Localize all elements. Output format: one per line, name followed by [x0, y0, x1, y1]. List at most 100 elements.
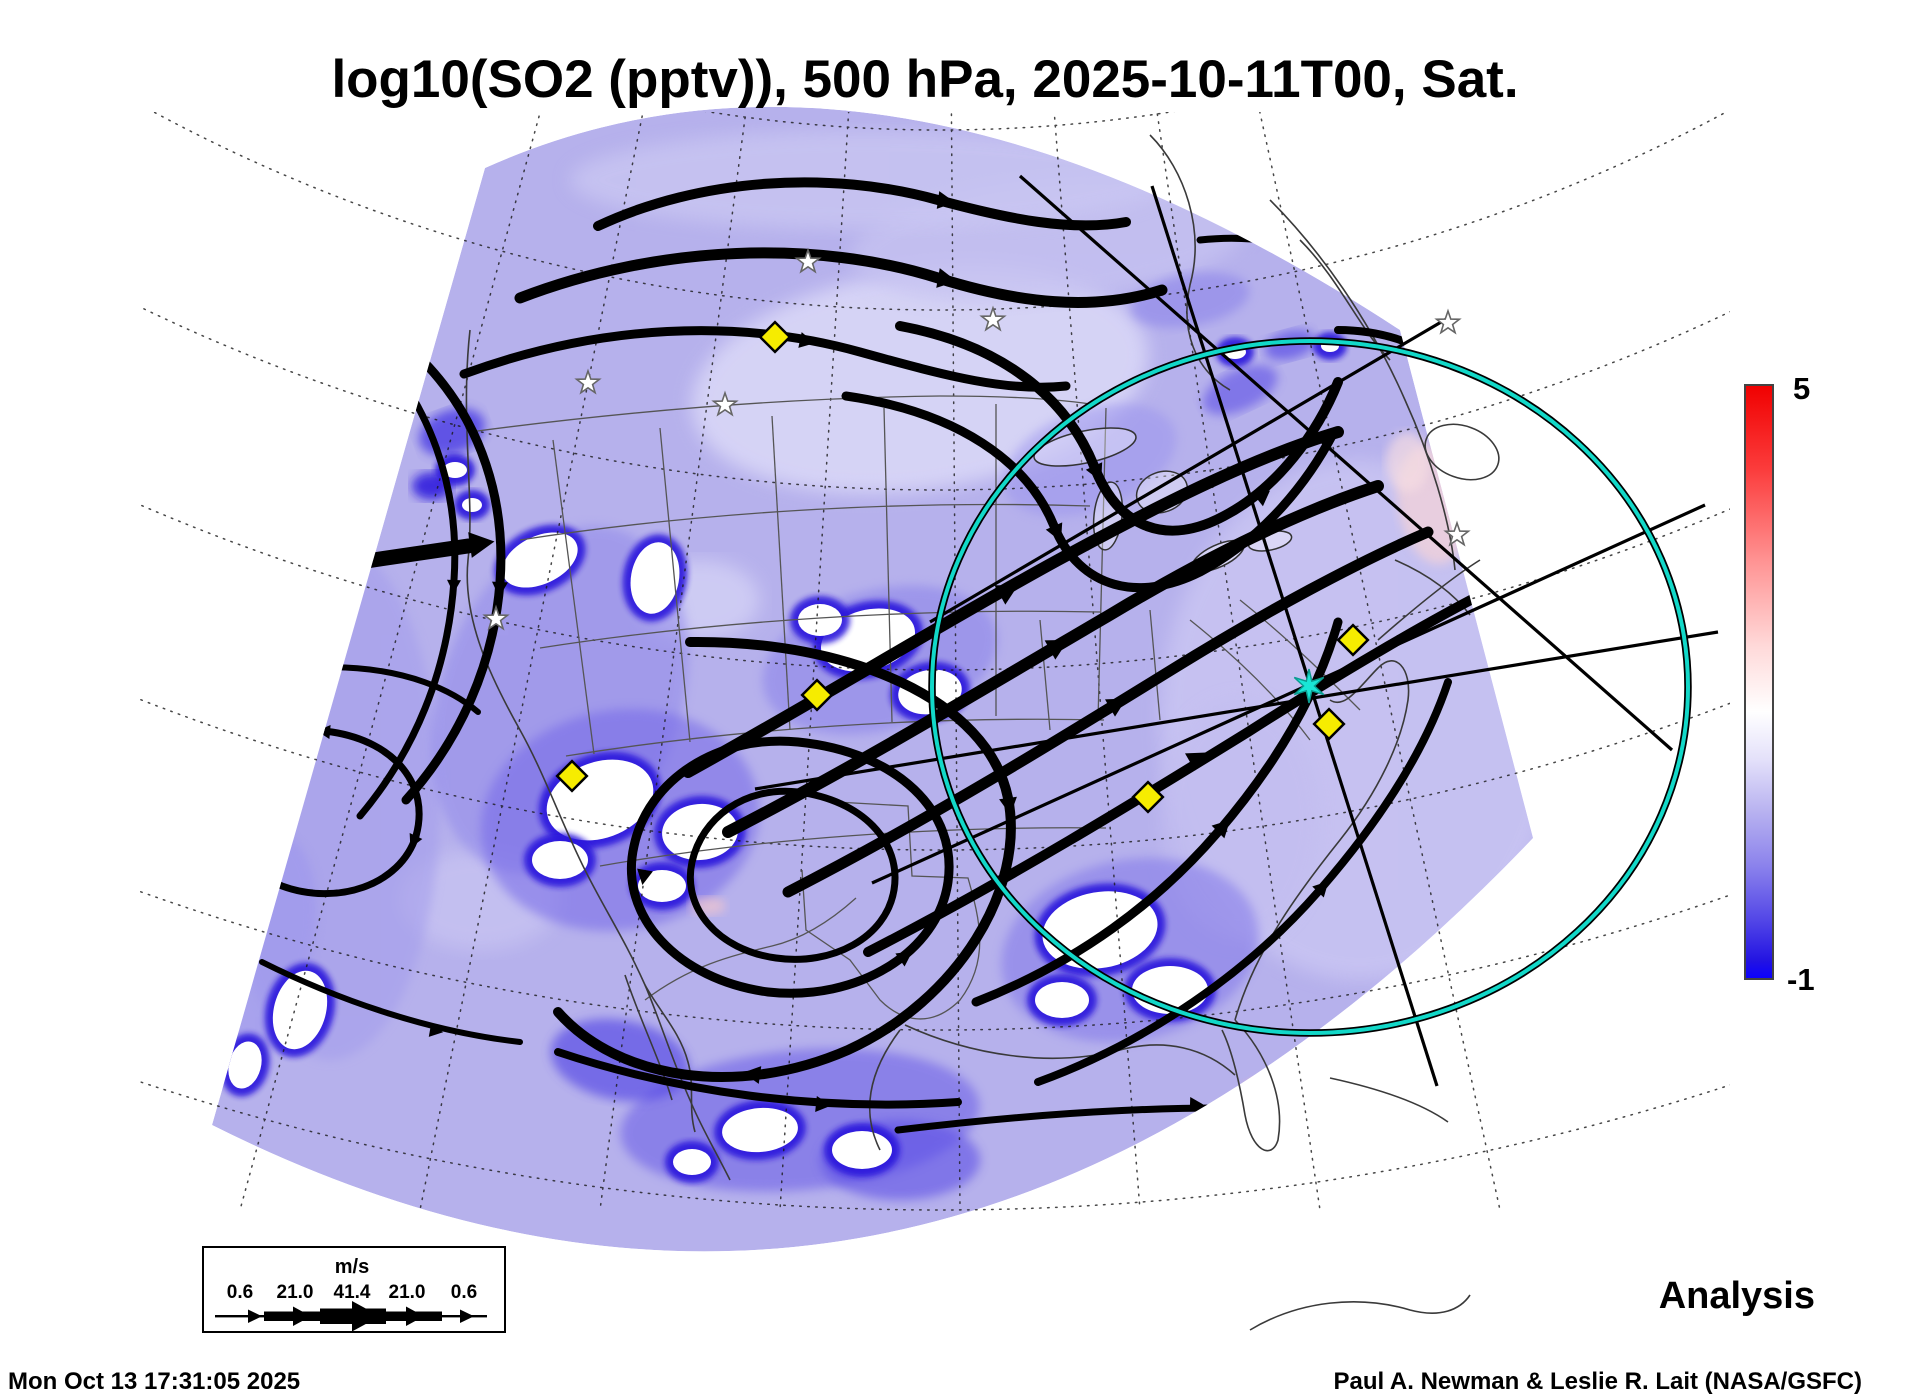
site-diamond-icon	[1336, 623, 1370, 657]
coastline-path	[1221, 1019, 1281, 1152]
meridian-line	[1259, 112, 1501, 1211]
flow-arrow-icon	[1085, 462, 1103, 482]
city-star-icon	[711, 390, 739, 417]
wind-speed-legend: m/s 0.6 21.0 41.4 21.0 0.6	[202, 1246, 506, 1333]
streamline-path	[459, 326, 1071, 392]
white-patch	[443, 462, 467, 478]
dark-shade-blob	[1401, 1081, 1519, 1139]
flow-arrow-icon	[1189, 1097, 1204, 1111]
white-patch	[630, 542, 680, 614]
white-patch	[722, 1107, 798, 1153]
meridian-line	[779, 112, 850, 1211]
range-ring	[928, 337, 1692, 1037]
flow-arrow-icon	[1045, 522, 1063, 542]
site-diamond-icon	[1312, 707, 1346, 741]
coastline-path	[644, 984, 696, 1133]
state-border-path	[552, 439, 595, 755]
streamline-path	[259, 959, 523, 1045]
city-star-icon	[1434, 308, 1462, 335]
coastline-path	[1249, 1294, 1471, 1331]
flow-arrow-icon	[1335, 262, 1351, 276]
section-line	[929, 316, 1449, 624]
flow-arrow-icon	[999, 796, 1017, 815]
city-star-icon	[979, 305, 1007, 332]
colorbar-gradient	[1744, 384, 1774, 980]
white-patch	[532, 841, 588, 879]
state-border-path	[539, 610, 1101, 649]
streamline-path	[682, 426, 1344, 778]
wind-legend-speed-1: 21.0	[277, 1282, 314, 1303]
city-star-icon	[1443, 520, 1471, 547]
plot-title: log10(SO2 (pptv)), 500 hPa, 2025-10-11T0…	[331, 50, 1518, 109]
pink-shade-blob	[1386, 432, 1430, 492]
state-border-path	[1149, 609, 1161, 721]
section-line	[754, 630, 1719, 791]
white-patch	[462, 498, 482, 512]
range-ring-cyan	[930, 339, 1690, 1035]
flow-arrow-icon	[1105, 698, 1127, 717]
coastline-path	[624, 974, 673, 1101]
colorbar-min-label: -1	[1787, 962, 1815, 997]
white-patch	[832, 1131, 892, 1169]
flow-arrow-icon	[994, 584, 1019, 605]
streamline-path	[722, 480, 1384, 838]
streamline-path	[782, 526, 1434, 898]
streamline-path	[626, 736, 954, 998]
colorbar: 5 -1	[1744, 371, 1815, 997]
section-line	[871, 503, 1706, 885]
streamline-path	[863, 581, 1503, 957]
state-border-path	[519, 503, 1091, 541]
wind-legend-arrow-glyph	[215, 1301, 487, 1332]
streamline-path	[1034, 678, 1452, 1086]
site-diamond-markers	[555, 320, 1370, 814]
coastline-path	[1234, 660, 1410, 1021]
state-border-path	[883, 407, 893, 723]
state-border-path	[659, 427, 691, 743]
site-diamond-icon	[1131, 780, 1165, 814]
state-border-path	[599, 827, 1107, 867]
so2-white-patches	[220, 332, 1446, 1183]
city-star-icon	[794, 247, 822, 274]
flow-arrow-icon	[815, 1096, 832, 1112]
wind-legend-units: m/s	[335, 1256, 369, 1278]
section-line	[1018, 174, 1674, 752]
light-shade-blob	[570, 130, 1170, 230]
site-diamond-icon	[555, 759, 589, 793]
newfoundland-outline	[1424, 423, 1500, 481]
wind-legend-speed-4: 0.6	[451, 1282, 477, 1303]
colorbar-max-label: 5	[1793, 371, 1810, 406]
wind-legend-speed-3: 21.0	[389, 1282, 426, 1303]
streamline-path	[554, 1048, 962, 1109]
white-patch	[638, 870, 686, 902]
coastline-path	[1394, 559, 1471, 616]
streamline-path	[686, 787, 899, 963]
meridian-line	[599, 112, 747, 1211]
flow-arrow-icon	[936, 268, 957, 288]
coastline-path	[868, 1029, 901, 1151]
parallel-line	[140, 305, 1730, 491]
flow-arrow-icon	[447, 579, 461, 594]
meridian-line	[419, 112, 644, 1211]
flow-arrow-icon	[428, 1023, 444, 1037]
wind-legend-speed-0: 0.6	[227, 1282, 253, 1303]
coastline-path	[1377, 559, 1481, 641]
parallel-line	[153, 112, 1727, 311]
streamline-path	[553, 636, 1016, 1082]
analysis-label: Analysis	[1659, 1275, 1815, 1317]
ring-center-star	[1293, 668, 1325, 704]
streamline-path	[1161, 153, 1336, 192]
white-patch	[1042, 891, 1158, 969]
wind-legend-speed-2: 41.4	[334, 1282, 371, 1303]
credit-line: Paul A. Newman & Leslie R. Lait (NASA/GS…	[1333, 1368, 1862, 1394]
generated-timestamp: Mon Oct 13 17:31:05 2025	[8, 1368, 300, 1394]
state-border-path	[1097, 407, 1107, 721]
flow-arrow-icon	[798, 332, 815, 348]
coastline-path	[1329, 1077, 1449, 1123]
streamline-path	[514, 247, 1168, 308]
flow-arrow-icon	[637, 868, 653, 885]
flow-arrow-icon	[1185, 752, 1207, 771]
coastline-path	[1149, 134, 1231, 391]
flow-arrow-icon	[936, 191, 955, 209]
white-patch	[228, 1041, 262, 1089]
